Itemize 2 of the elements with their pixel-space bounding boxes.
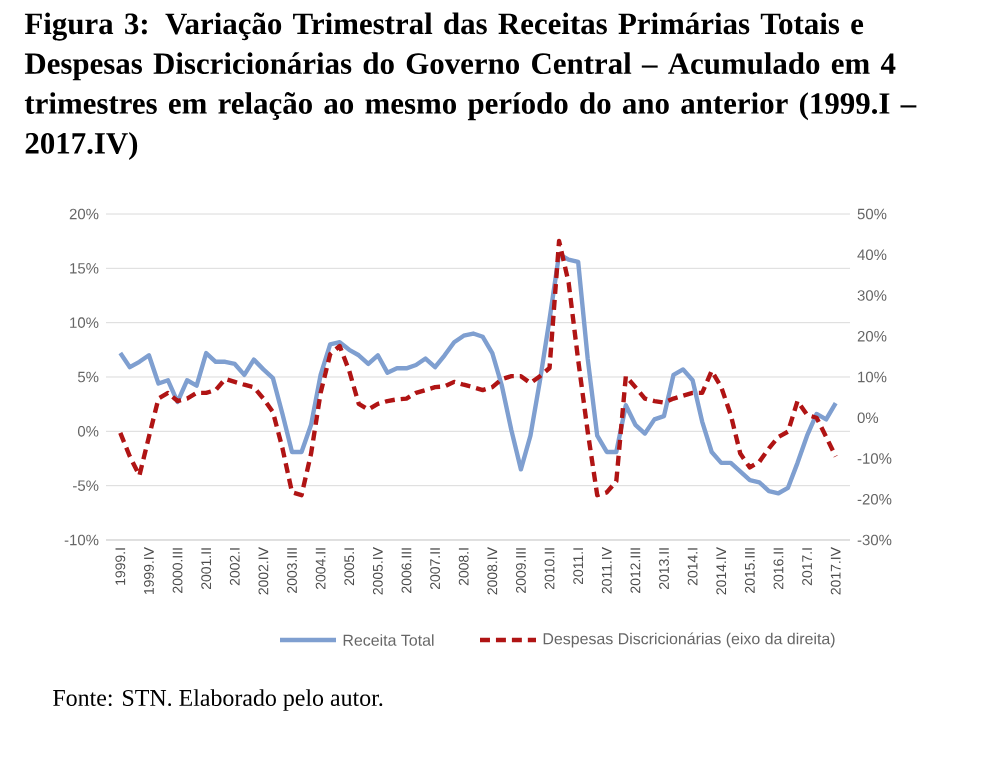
- chart-title: Figura 3: Variação Trimestral das Receitas Primárias Totais e Despesas Discricionárias do Governo Central – Acumulado em 4 trimestres em relação ao mesmo período do ano anterior (1999.I – 2017.IV): [24, 12, 917, 161]
- source-note: Fonte: STN. Elaborado pelo autor.: [53, 689, 383, 711]
